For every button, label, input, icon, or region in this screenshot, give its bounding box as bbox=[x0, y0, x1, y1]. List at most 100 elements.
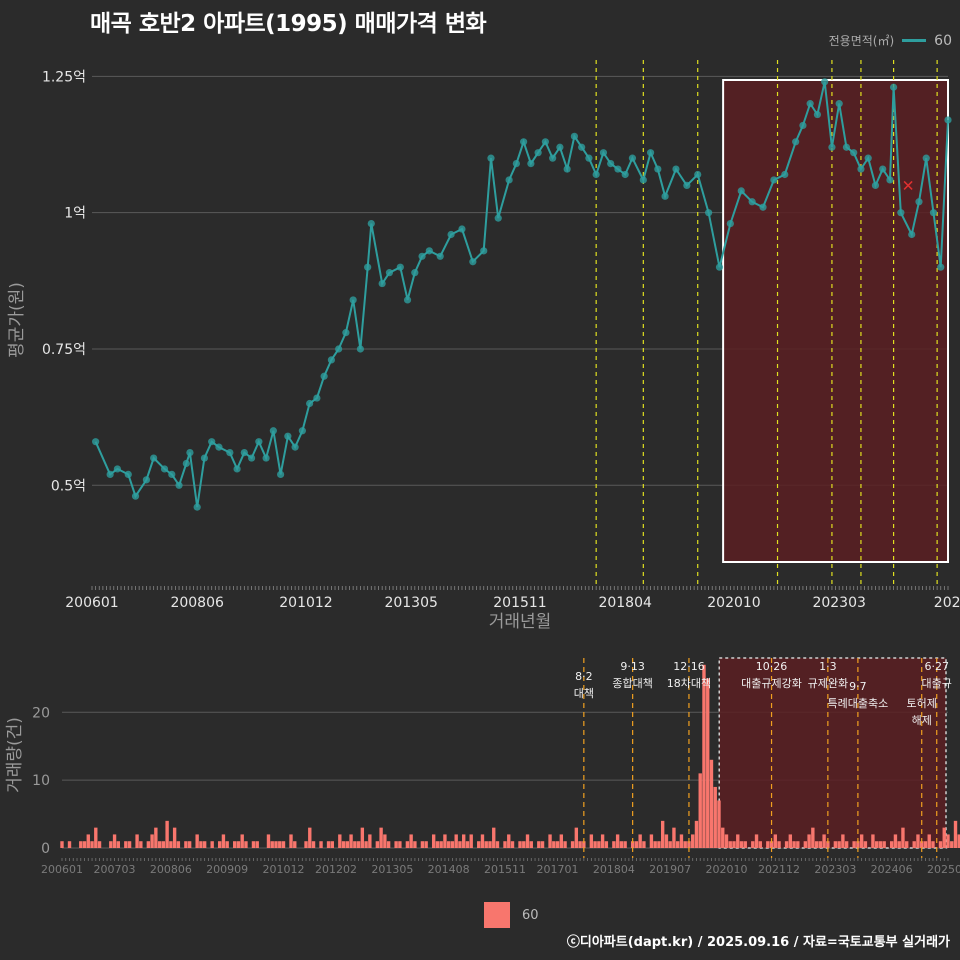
price-point bbox=[262, 454, 270, 462]
volume-bar bbox=[822, 834, 826, 848]
volume-bar bbox=[488, 841, 492, 848]
volume-bar bbox=[792, 841, 796, 848]
volume-bar bbox=[507, 834, 511, 848]
bar-x-tick-label: 201408 bbox=[428, 863, 470, 876]
price-point bbox=[92, 438, 100, 446]
price-point bbox=[806, 100, 814, 108]
volume-bar bbox=[946, 834, 950, 848]
volume-bar bbox=[124, 841, 128, 848]
price-point bbox=[233, 465, 241, 473]
volume-bar bbox=[920, 841, 924, 848]
current-marker bbox=[903, 180, 913, 190]
volume-bar bbox=[593, 841, 597, 848]
volume-bar bbox=[709, 759, 714, 848]
price-point bbox=[578, 143, 586, 151]
bar-x-tick-label: 200806 bbox=[150, 863, 192, 876]
volume-bar bbox=[931, 841, 935, 848]
price-point bbox=[320, 372, 328, 380]
volume-bar bbox=[623, 841, 627, 848]
volume-bar bbox=[431, 834, 436, 848]
volume-bar bbox=[462, 834, 466, 848]
volume-bar bbox=[233, 841, 237, 848]
footer-credit: ⓒ디아파트(dapt.kr) / 2025.09.16 / 자료=국토교통부 실… bbox=[566, 935, 950, 950]
bar-legend-label: 60 bbox=[522, 907, 539, 923]
volume-bar bbox=[356, 841, 361, 848]
y-tick-label: 0.75억 bbox=[42, 342, 86, 358]
price-point bbox=[889, 83, 898, 91]
volume-bar bbox=[293, 841, 297, 848]
volume-bar bbox=[477, 841, 481, 848]
bar-y-tick-label: 20 bbox=[32, 705, 50, 721]
volume-bar bbox=[195, 834, 199, 848]
policy-annotation-text: 토허제 bbox=[907, 697, 937, 710]
volume-bar bbox=[150, 834, 154, 848]
y-tick-label: 1억 bbox=[64, 206, 86, 222]
volume-bar bbox=[582, 841, 586, 848]
price-point bbox=[512, 160, 520, 168]
volume-bar bbox=[811, 827, 815, 848]
volume-bar bbox=[923, 841, 928, 848]
volume-bar bbox=[706, 678, 710, 848]
volume-bar bbox=[199, 841, 203, 848]
price-point bbox=[327, 356, 335, 364]
policy-annotation-label: 1·3 규제완화 bbox=[808, 660, 848, 690]
volume-bar bbox=[664, 834, 669, 848]
volume-bar bbox=[172, 827, 177, 848]
price-point bbox=[715, 263, 724, 271]
policy-annotation-label: 6·27 대출규 bbox=[922, 660, 952, 690]
volume-bar bbox=[240, 834, 244, 848]
price-point bbox=[356, 345, 365, 353]
volume-bar bbox=[698, 773, 702, 848]
price-point bbox=[937, 263, 945, 271]
price-point bbox=[367, 219, 375, 228]
volume-bar bbox=[912, 841, 916, 848]
volume-bar bbox=[495, 841, 500, 848]
price-point bbox=[799, 121, 807, 130]
price-point bbox=[418, 252, 426, 260]
price-point bbox=[781, 170, 789, 179]
volume-bar bbox=[796, 841, 800, 848]
policy-annotation-label: 9·13 종합대책 bbox=[612, 660, 652, 690]
price-point bbox=[255, 438, 263, 446]
policy-annotation-label: 12·16 18차대책 bbox=[667, 660, 711, 690]
x-tick-label: 202010 bbox=[707, 595, 760, 611]
volume-bar bbox=[79, 841, 83, 848]
price-point bbox=[240, 448, 248, 457]
price-point bbox=[661, 192, 669, 200]
policy-annotation-text: 해제 bbox=[912, 713, 932, 727]
volume-bar bbox=[676, 841, 680, 848]
x-tick-label: 201511 bbox=[493, 595, 546, 611]
volume-bar bbox=[375, 841, 380, 848]
price-point bbox=[447, 230, 455, 239]
volume-bar bbox=[784, 841, 789, 848]
price-point bbox=[247, 454, 256, 462]
volume-bar bbox=[405, 841, 410, 848]
volume-bar bbox=[938, 841, 943, 848]
x-axis-label: 거래년월 bbox=[489, 612, 552, 632]
price-point bbox=[168, 470, 176, 478]
y-tick-label: 1.25억 bbox=[42, 69, 86, 85]
price-point bbox=[277, 470, 285, 478]
volume-bar bbox=[90, 841, 94, 848]
price-point bbox=[342, 329, 350, 337]
volume-bar bbox=[882, 841, 886, 848]
price-point bbox=[313, 394, 321, 402]
policy-annotation-text: 종합대책 bbox=[612, 677, 652, 690]
volume-bar bbox=[420, 841, 425, 848]
volume-bar bbox=[529, 841, 533, 848]
volume-bar bbox=[570, 841, 575, 848]
price-point bbox=[193, 503, 201, 511]
volume-bar bbox=[878, 841, 883, 848]
volume-bar bbox=[739, 841, 744, 848]
volume-bar bbox=[563, 841, 567, 848]
price-point bbox=[614, 165, 622, 173]
price-point bbox=[269, 427, 277, 435]
price-point bbox=[726, 219, 734, 228]
bar-x-tick-label: 202010 bbox=[706, 863, 748, 876]
volume-bar bbox=[713, 786, 717, 848]
price-point bbox=[821, 78, 829, 86]
price-point bbox=[897, 209, 905, 217]
volume-bar bbox=[540, 841, 545, 848]
bar-x-tick-label: 202509 bbox=[927, 863, 960, 876]
bar-x-tick-label: 202112 bbox=[758, 863, 800, 876]
